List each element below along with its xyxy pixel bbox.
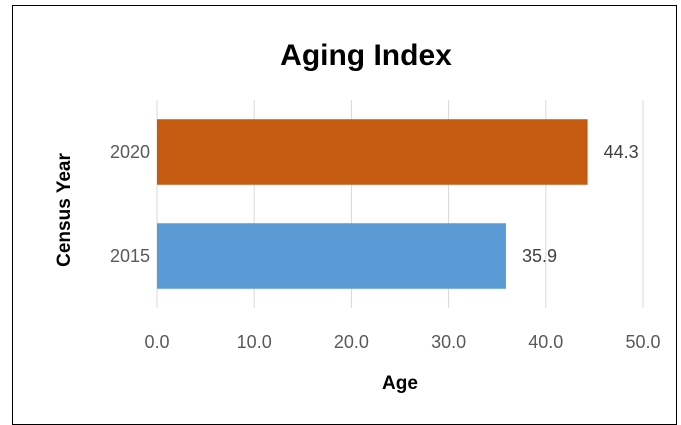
y-axis-title: Census Year (54, 153, 75, 267)
x-tick-label: 10.0 (237, 332, 272, 352)
x-tick-label: 40.0 (528, 332, 563, 352)
x-tick-label: 30.0 (431, 332, 466, 352)
data-label: 44.3 (604, 142, 639, 162)
x-tick-label: 20.0 (334, 332, 369, 352)
x-tick-label: 50.0 (625, 332, 660, 352)
category-label: 2020 (110, 142, 150, 162)
bar (157, 119, 588, 185)
category-label: 2015 (110, 246, 150, 266)
chart-frame (12, 5, 677, 425)
bars (157, 119, 588, 289)
data-labels: 44.3 35.9 (522, 142, 639, 266)
x-tick-labels: 0.0 10.0 20.0 30.0 40.0 50.0 (144, 332, 660, 352)
category-labels: 2020 2015 (110, 142, 150, 266)
chart-title: Aging Index (280, 39, 452, 72)
bar (157, 223, 506, 289)
x-axis-title: Age (382, 373, 418, 394)
data-label: 35.9 (522, 246, 557, 266)
x-tick-label: 0.0 (144, 332, 169, 352)
